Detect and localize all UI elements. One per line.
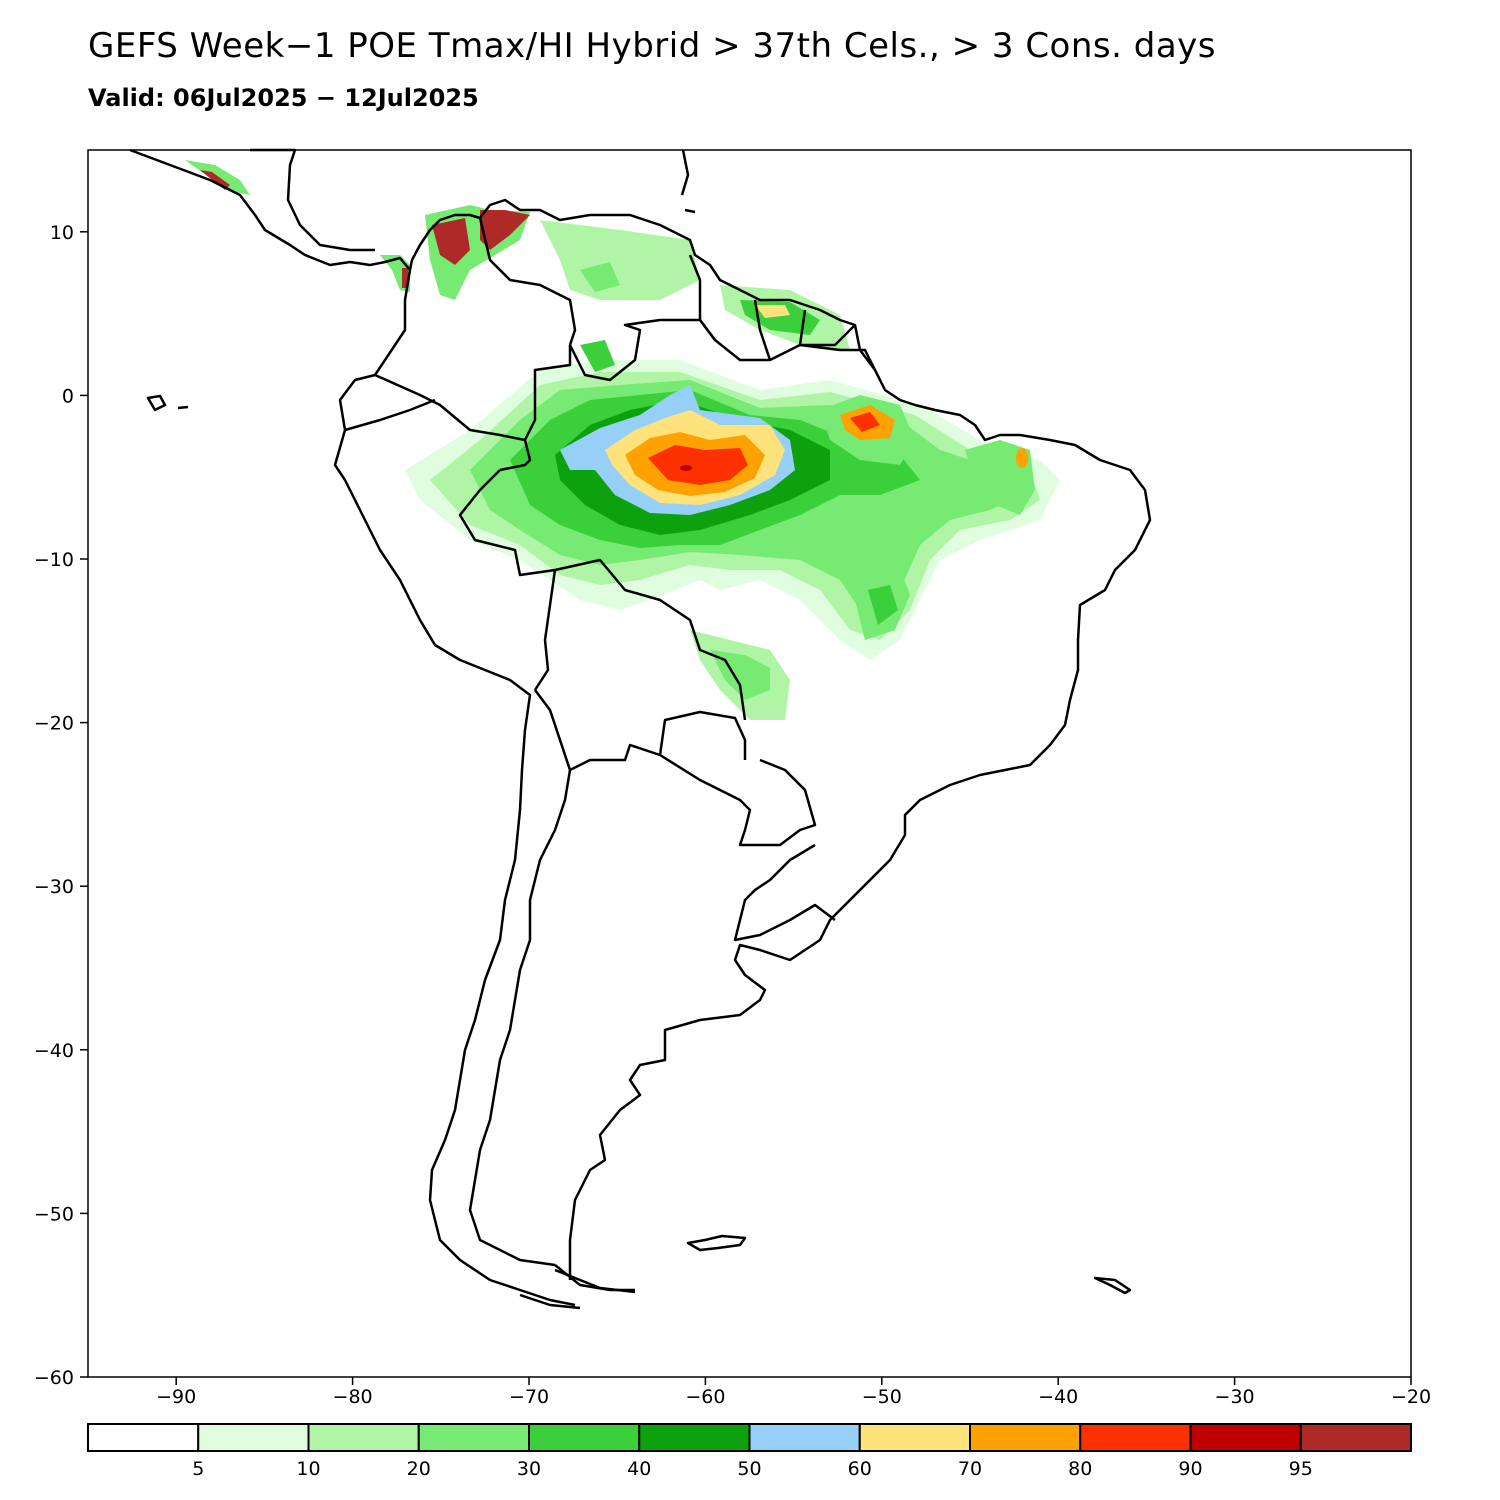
shade-maracaibo-red bbox=[480, 210, 530, 250]
colorbar-swatch bbox=[858, 1423, 971, 1452]
colorbar-label: 30 bbox=[517, 1458, 541, 1480]
border-argentina-brazil-uruguay bbox=[733, 843, 836, 942]
shade-90-amazon bbox=[648, 445, 748, 485]
x-tick-label: −30 bbox=[1215, 1386, 1255, 1408]
shade-maranhao-hot bbox=[1016, 448, 1028, 468]
central-america-caribbean bbox=[250, 148, 375, 252]
y-tick-label: −40 bbox=[34, 1040, 74, 1062]
shade-orinoco bbox=[580, 340, 615, 372]
chart-title: GEFS Week−1 POE Tmax/HI Hybrid > 37th Ce… bbox=[88, 26, 1216, 66]
border-chile-argentina bbox=[468, 769, 572, 1267]
y-tick-label: −20 bbox=[34, 713, 74, 735]
colorbar-swatch bbox=[307, 1423, 420, 1452]
x-tick-label: −60 bbox=[685, 1386, 725, 1408]
colorbar-label: 95 bbox=[1289, 1458, 1313, 1480]
probability-shading bbox=[185, 160, 1060, 720]
colorbar: 5 10 20 30 40 50 60 70 80 90 95 bbox=[87, 1423, 1412, 1480]
colorbar-label: 90 bbox=[1178, 1458, 1202, 1480]
coastlines bbox=[129, 148, 1152, 1310]
border-peru-brazil bbox=[458, 469, 556, 577]
country-borders bbox=[344, 217, 882, 1267]
x-axis: −90 −80 −70 −60 −50 −40 −30 −20 bbox=[156, 1377, 1431, 1408]
colorbar-swatch bbox=[87, 1423, 200, 1452]
border-paraguay bbox=[659, 753, 817, 847]
y-tick-label: −30 bbox=[34, 876, 74, 898]
shade-tocantins-inner bbox=[868, 585, 898, 625]
colorbar-swatch bbox=[197, 1423, 310, 1452]
x-tick-label: −90 bbox=[156, 1386, 196, 1408]
border-peru-bolivia bbox=[533, 569, 557, 691]
shade-venezuela-dots bbox=[580, 262, 620, 292]
border-colombia-venezuela bbox=[478, 217, 577, 346]
shade-guiana-hot bbox=[755, 305, 790, 318]
border-brazil-north bbox=[568, 318, 882, 382]
border-colombia-brazil bbox=[523, 345, 572, 441]
colorbar-swatch bbox=[748, 1423, 861, 1452]
y-tick-label: −50 bbox=[34, 1203, 74, 1225]
y-tick-label: 0 bbox=[62, 385, 74, 407]
shade-mato-grosso-inner bbox=[710, 650, 770, 700]
border-colombia-ecuador-peru bbox=[374, 373, 532, 472]
colorbar-label: 80 bbox=[1068, 1458, 1092, 1480]
colorbar-label: 20 bbox=[407, 1458, 431, 1480]
central-america-coast bbox=[129, 148, 411, 271]
colorbar-label: 40 bbox=[627, 1458, 651, 1480]
border-guyana-suriname bbox=[753, 299, 772, 361]
x-tick-label: −20 bbox=[1391, 1386, 1431, 1408]
colorbar-swatch bbox=[969, 1423, 1082, 1452]
valid-dates: Valid: 06Jul2025 − 12Jul2025 bbox=[88, 84, 479, 112]
falklands bbox=[686, 1234, 747, 1252]
colorbar-label: 60 bbox=[848, 1458, 872, 1480]
colorbar-swatch bbox=[1299, 1423, 1412, 1452]
shade-venezuela bbox=[540, 220, 700, 300]
border-bolivia-paraguay bbox=[658, 710, 747, 760]
border-bolivia-brazil bbox=[554, 558, 747, 721]
colorbar-swatch bbox=[638, 1423, 751, 1452]
border-suriname-fg bbox=[798, 309, 856, 347]
tierra-del-fuego bbox=[519, 1268, 636, 1310]
colorbar-label: 50 bbox=[737, 1458, 761, 1480]
south-america-coast bbox=[333, 198, 1152, 1307]
colorbar-swatch bbox=[1079, 1423, 1192, 1452]
galapagos bbox=[146, 394, 189, 412]
colorbar-swatch bbox=[1189, 1423, 1302, 1452]
colorbar-swatch bbox=[417, 1423, 530, 1452]
x-tick-label: −40 bbox=[1038, 1386, 1078, 1408]
shade-panama-red bbox=[402, 268, 408, 288]
shade-para-core bbox=[850, 412, 880, 432]
colorbar-swatch bbox=[528, 1423, 641, 1452]
map-frame bbox=[87, 149, 1412, 1378]
south-georgia bbox=[1093, 1276, 1132, 1295]
border-chile-bolivia-argentina bbox=[534, 689, 661, 772]
shade-95-amazon bbox=[680, 465, 692, 471]
x-tick-label: −80 bbox=[333, 1386, 373, 1408]
y-tick-label: −10 bbox=[34, 549, 74, 571]
border-ecuador-peru bbox=[344, 398, 436, 432]
y-tick-label: 10 bbox=[50, 222, 74, 244]
trinidad bbox=[680, 149, 696, 214]
x-tick-label: −50 bbox=[862, 1386, 902, 1408]
colorbar-label: 10 bbox=[296, 1458, 320, 1480]
shade-colombia-n-red bbox=[432, 218, 470, 265]
colorbar-label: 70 bbox=[958, 1458, 982, 1480]
x-tick-label: −70 bbox=[509, 1386, 549, 1408]
y-tick-label: −60 bbox=[34, 1367, 74, 1389]
y-axis: 10 0 −10 −20 −30 −40 −50 −60 bbox=[34, 222, 88, 1389]
colorbar-label: 5 bbox=[192, 1458, 204, 1480]
